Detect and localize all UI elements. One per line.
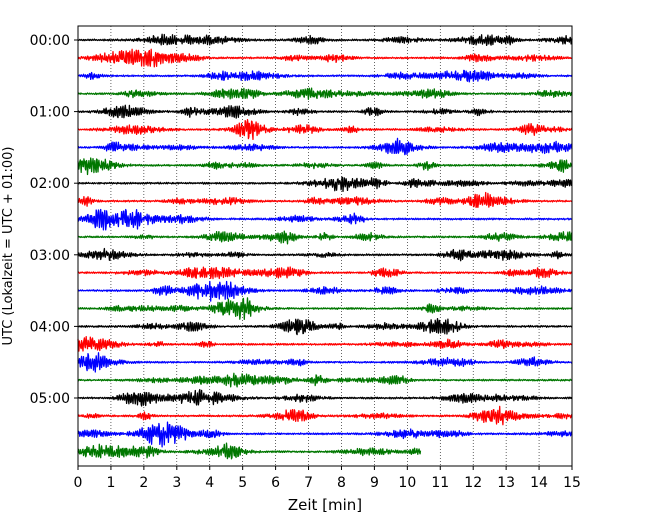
- x-tick-label: 11: [431, 475, 449, 491]
- plot-frame: [77, 25, 573, 467]
- y-tick-label: 00:00: [30, 33, 70, 49]
- trace-0545: [77, 442, 422, 460]
- trace-0415: [77, 336, 573, 352]
- x-tick-label: 7: [304, 475, 313, 491]
- x-tick-label: 5: [238, 475, 247, 491]
- y-axis-label: UTC (Lokalzeit = UTC + 01:00): [1, 147, 16, 346]
- trace-0515: [77, 405, 573, 426]
- trace-0230: [77, 208, 573, 231]
- trace-0330: [77, 280, 573, 302]
- trace-0030: [77, 69, 573, 83]
- trace-0315: [77, 266, 573, 280]
- trace-0100: [77, 104, 573, 119]
- x-tick-label: 9: [370, 475, 379, 491]
- trace-0115: [77, 119, 573, 141]
- x-tick-label: 8: [337, 475, 346, 491]
- trace-0345: [77, 297, 573, 321]
- x-tick-label: 12: [464, 475, 482, 491]
- trace-0045: [77, 87, 573, 100]
- x-tick-label: 6: [271, 475, 280, 491]
- y-tick-label: 05:00: [30, 391, 70, 407]
- trace-0500: [77, 388, 573, 407]
- y-tick-label: 03:00: [30, 248, 70, 264]
- x-tick-label: 2: [139, 475, 148, 491]
- y-tick-label: 02:00: [30, 176, 70, 192]
- x-tick-label: 4: [205, 475, 214, 491]
- x-axis-ticks: 0 1 2 3 4 5 6 7 8 9 10 11 12 13 14 15: [74, 466, 581, 491]
- x-tick-label: 0: [74, 475, 83, 491]
- trace-0130: [77, 137, 573, 156]
- x-tick-label: 3: [172, 475, 181, 491]
- x-tick-label: 13: [497, 475, 515, 491]
- trace-0530: [77, 421, 573, 448]
- trace-0430: [77, 352, 573, 373]
- x-tick-label: 14: [530, 475, 548, 491]
- trace-0445: [77, 372, 573, 388]
- x-tick-label: 10: [398, 475, 416, 491]
- x-tick-label: 1: [106, 475, 115, 491]
- trace-0015: [77, 48, 573, 68]
- grid-lines: [110, 26, 540, 466]
- y-axis-ticks: 00:00 01:00 02:00 03:00 04:00 05:00: [30, 33, 78, 407]
- x-axis-label: Zeit [min]: [288, 496, 362, 514]
- y-tick-label: 04:00: [30, 319, 70, 335]
- trace-0245: [77, 230, 573, 245]
- seismogram-traces: [77, 33, 573, 460]
- trace-0000: [77, 33, 573, 47]
- trace-0145: [77, 157, 573, 176]
- x-tick-label: 15: [563, 475, 581, 491]
- trace-0200: [77, 176, 573, 192]
- trace-0215: [77, 191, 573, 209]
- y-tick-label: 01:00: [30, 105, 70, 121]
- trace-0300: [77, 247, 573, 262]
- trace-0400: [77, 317, 573, 336]
